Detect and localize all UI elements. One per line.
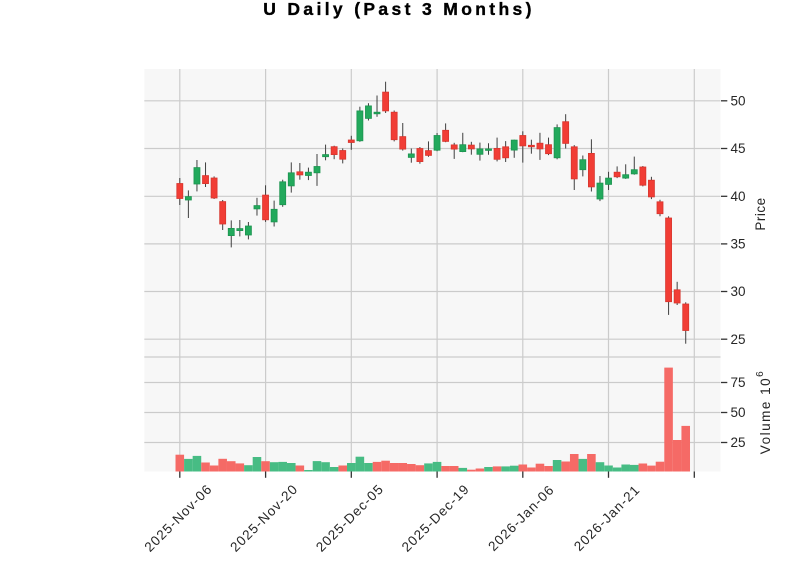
svg-text:50: 50 [731, 405, 746, 420]
svg-text:U Daily (Past 3 Months): U Daily (Past 3 Months) [263, 0, 535, 19]
svg-text:Price: Price [753, 197, 768, 230]
svg-text:45: 45 [731, 141, 746, 156]
svg-text:50: 50 [731, 94, 746, 109]
svg-text:40: 40 [731, 189, 746, 204]
svg-text:25: 25 [731, 435, 746, 450]
svg-text:35: 35 [731, 237, 746, 252]
svg-text:25: 25 [731, 332, 746, 347]
svg-text:30: 30 [731, 284, 746, 299]
svg-text:75: 75 [731, 375, 746, 390]
svg-text:Volume 106: Volume 106 [755, 370, 773, 454]
